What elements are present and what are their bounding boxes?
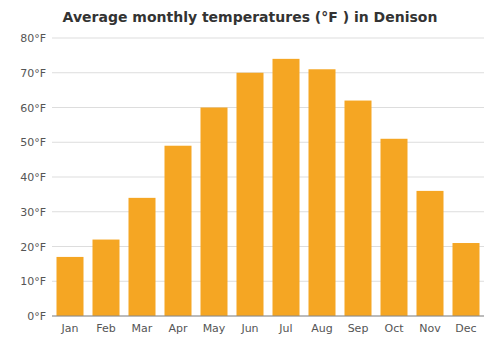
- x-tick-label: Aug: [311, 322, 332, 335]
- bar: [165, 146, 192, 316]
- x-tick-label: Mar: [132, 322, 153, 335]
- x-tick-label: Nov: [419, 322, 441, 335]
- x-tick-label: Sep: [348, 322, 369, 335]
- bar: [273, 59, 300, 316]
- y-tick-label: 20°F: [20, 241, 46, 254]
- x-tick-label: Jun: [240, 322, 258, 335]
- bar: [201, 108, 228, 317]
- y-tick-label: 0°F: [27, 310, 46, 323]
- bars: [57, 59, 480, 316]
- chart-container: Average monthly temperatures (°F ) in De…: [0, 0, 500, 350]
- x-tick-label: Oct: [384, 322, 404, 335]
- grid-line: [52, 142, 484, 143]
- grid-line: [52, 107, 484, 108]
- y-tick-label: 10°F: [20, 275, 46, 288]
- bar: [93, 240, 120, 316]
- bar: [57, 257, 84, 316]
- bar: [129, 198, 156, 316]
- bar: [417, 191, 444, 316]
- y-tick-label: 60°F: [20, 102, 46, 115]
- bar: [345, 101, 372, 316]
- x-tick-label: May: [203, 322, 226, 335]
- bar: [237, 73, 264, 316]
- grid-line: [52, 177, 484, 178]
- x-axis-line: [52, 316, 484, 317]
- chart-title: Average monthly temperatures (°F ) in De…: [63, 9, 438, 25]
- grid-line: [52, 72, 484, 73]
- y-tick-label: 50°F: [20, 136, 46, 149]
- grid-line: [52, 316, 484, 317]
- x-tick-label: Jul: [278, 322, 292, 335]
- bar: [453, 243, 480, 316]
- grid-line: [52, 38, 484, 39]
- y-tick-label: 40°F: [20, 171, 46, 184]
- bar: [309, 69, 336, 316]
- chart-svg: Average monthly temperatures (°F ) in De…: [0, 0, 500, 350]
- x-tick-label: Apr: [168, 322, 188, 335]
- y-tick-label: 70°F: [20, 67, 46, 80]
- y-tick-label: 80°F: [20, 32, 46, 45]
- y-tick-label: 30°F: [20, 206, 46, 219]
- bar: [381, 139, 408, 316]
- x-tick-label: Feb: [96, 322, 115, 335]
- x-tick-label: Jan: [61, 322, 79, 335]
- x-tick-label: Dec: [455, 322, 476, 335]
- y-grid: [52, 38, 484, 316]
